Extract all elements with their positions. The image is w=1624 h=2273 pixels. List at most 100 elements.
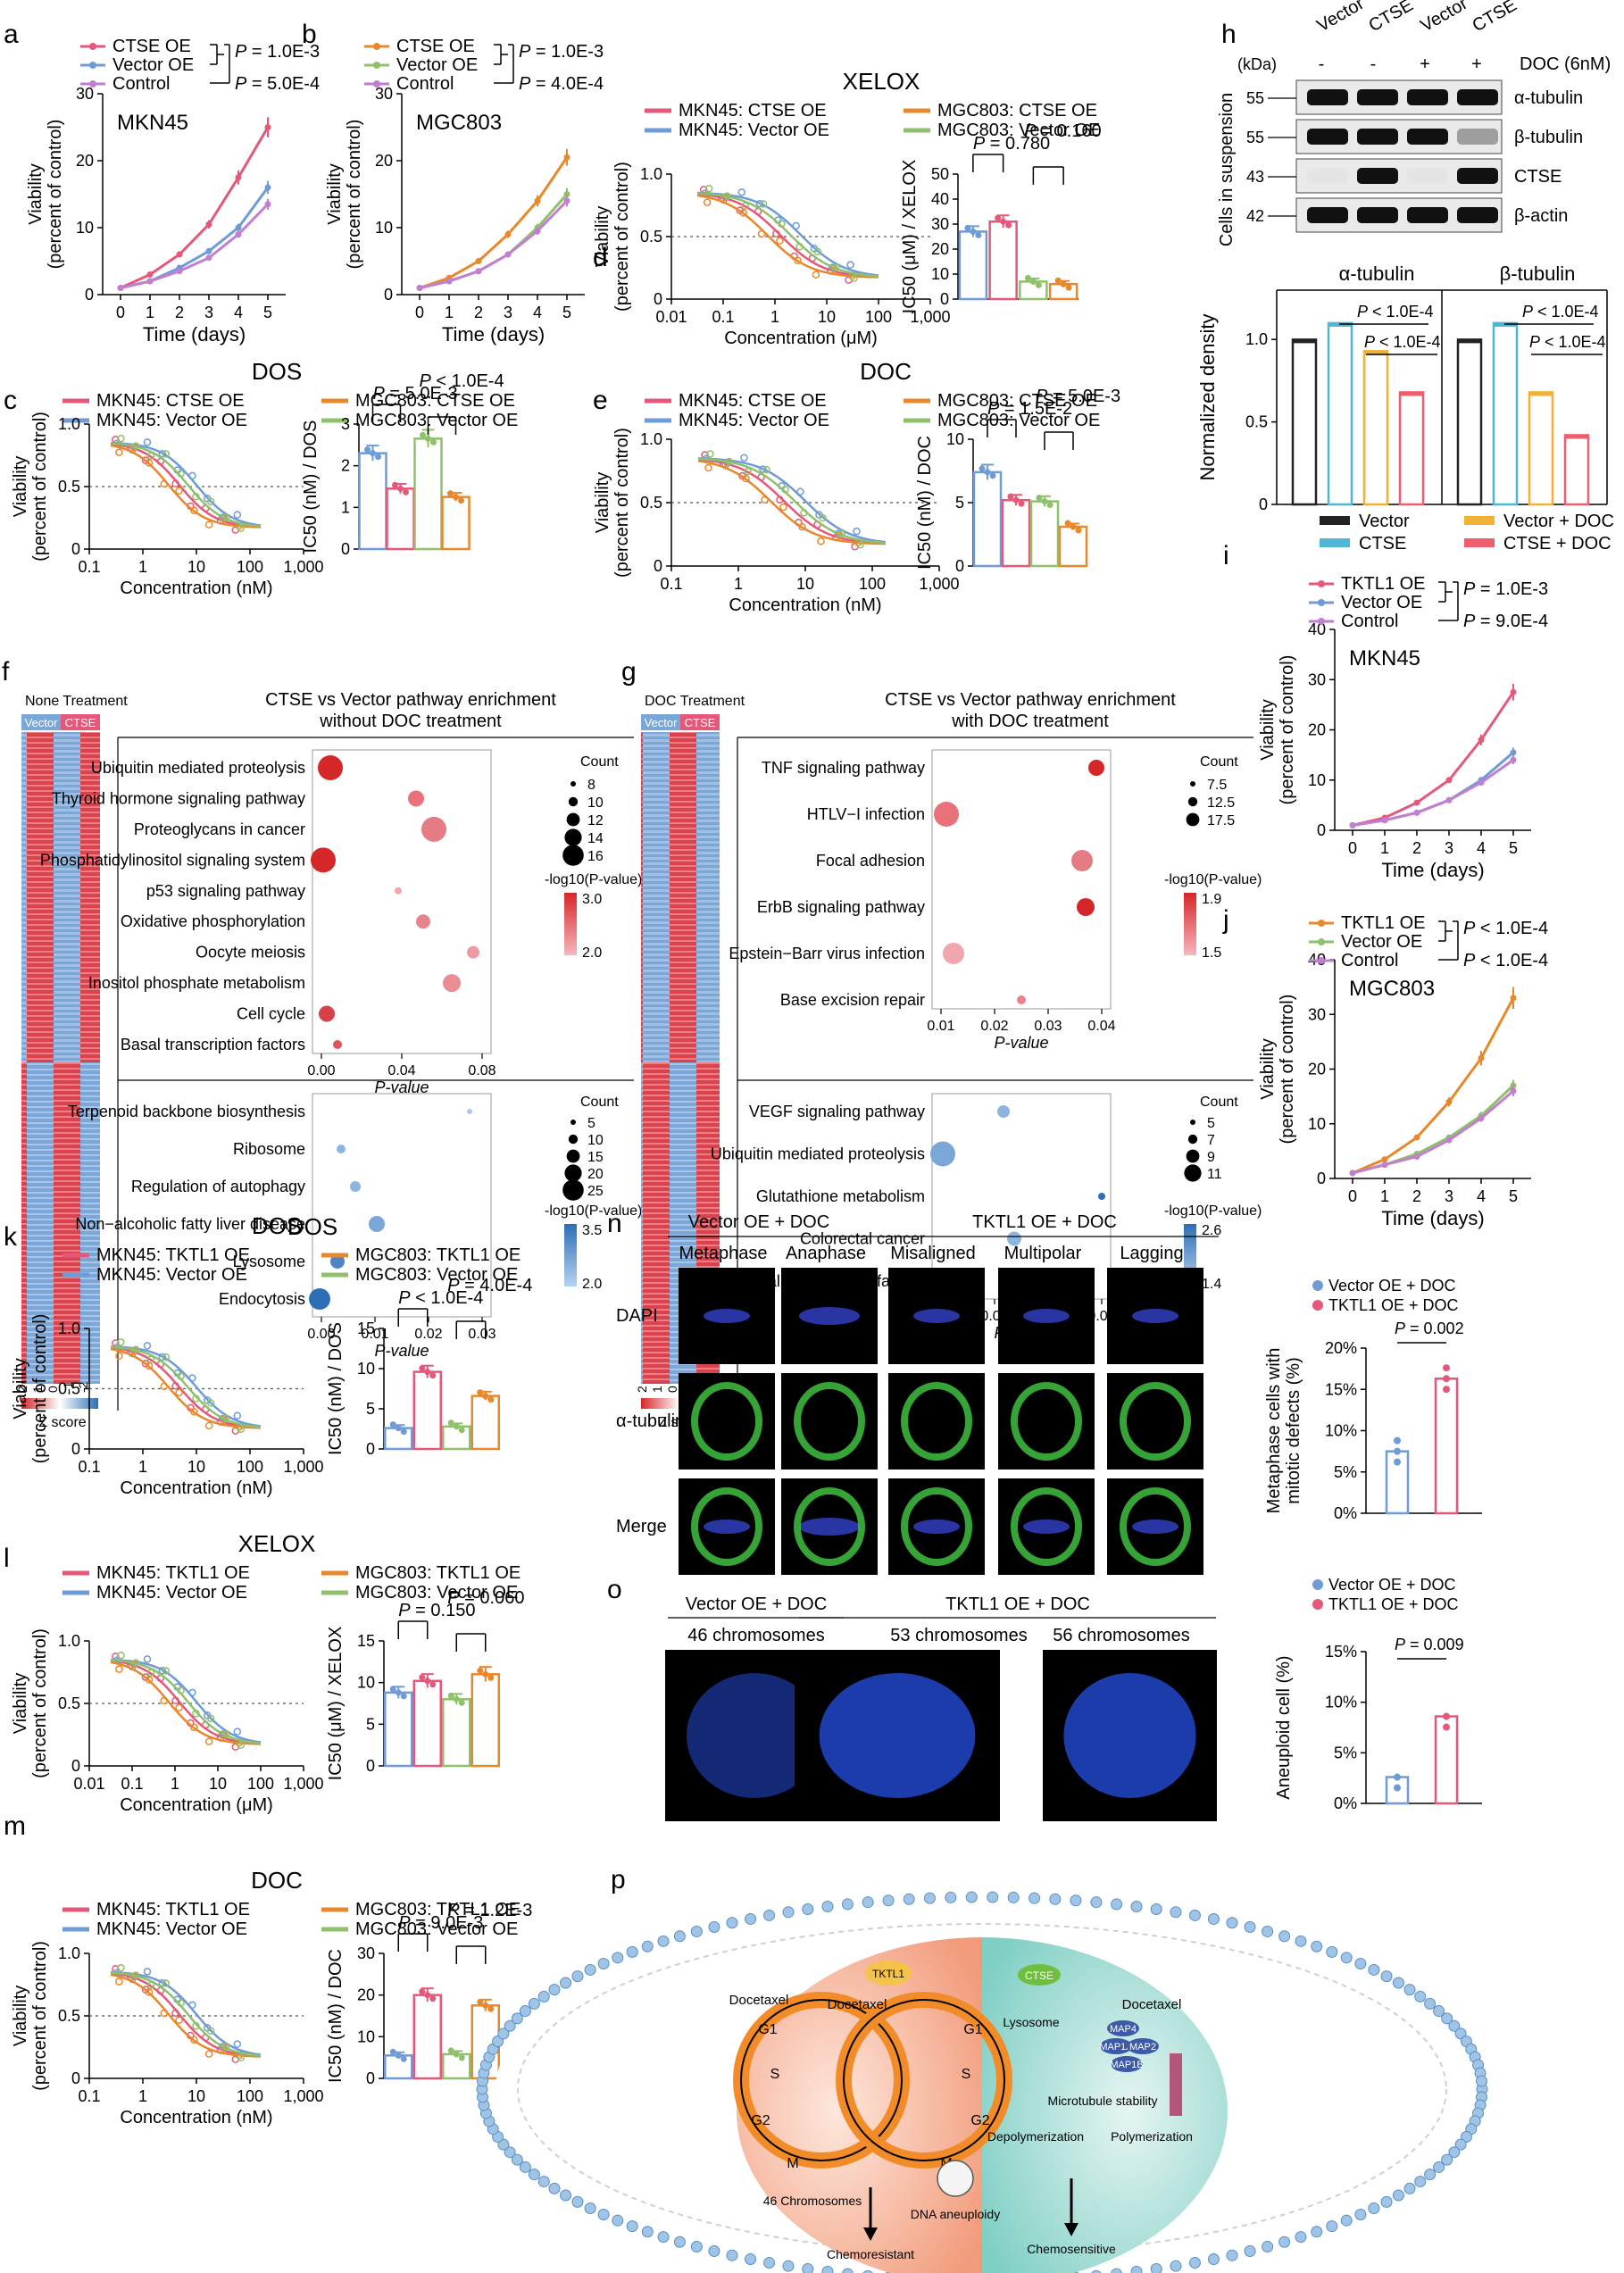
chart-title: MGC803 [1349, 977, 1435, 1001]
tubulin-signal [1011, 1382, 1082, 1461]
y-tick-label: 0 [384, 286, 393, 304]
membrane-bead [1448, 2019, 1461, 2032]
membrane-bead [673, 2236, 686, 2248]
replicate-dot [487, 2005, 495, 2012]
arrow-head [1064, 2223, 1079, 2236]
replicate-dot [453, 1423, 460, 1430]
membrane-bead [626, 2220, 638, 2233]
y-tick-label: 0 [71, 540, 80, 558]
x-axis-label: Time (days) [1381, 1207, 1484, 1229]
membrane-bead [504, 2019, 516, 2032]
p-value-label: P = 0.780 [973, 134, 1050, 154]
x-tick-label: 1 [445, 304, 454, 321]
data-point [706, 450, 714, 458]
data-point [115, 448, 123, 456]
count-legend-title: Count [1200, 1095, 1238, 1110]
y-tick-label: 0 [71, 2069, 80, 2087]
data-point [237, 2053, 246, 2061]
chart-title: XELOX [238, 1530, 316, 1557]
y-tick-label: 30 [76, 85, 94, 103]
replicate-dot [1035, 281, 1042, 288]
membrane-bead [548, 1984, 561, 1996]
multiline-label: Viability (percent of control) [11, 412, 50, 562]
data-point [188, 1688, 196, 1697]
bar-cap [1565, 435, 1588, 439]
bar [958, 230, 988, 301]
membrane-bead [571, 1970, 584, 1983]
column-label: Lagging [1120, 1244, 1183, 1263]
count-legend-label: 20 [587, 1167, 604, 1182]
data-point [204, 1421, 213, 1430]
y-tick-label: 2 [341, 457, 350, 475]
data-point [160, 2009, 169, 2018]
x-tick-label: 2 [175, 304, 184, 321]
series-line [1352, 997, 1515, 1175]
count-legend-label: 5 [1207, 1116, 1215, 1131]
blot-band [1357, 129, 1398, 145]
ctse-node [1018, 1964, 1061, 1986]
axes: 0 0.5 1.0 0.1 1 10 100 1,000 [58, 1944, 324, 2105]
heatmap-col-label: CTSE [65, 716, 96, 729]
panel-letter: p [611, 1865, 626, 1894]
ic50-bar-axes: 0 5 10 15 [357, 1632, 500, 1775]
y-tick-label: 0.5 [58, 2007, 80, 2025]
blot-band [1307, 129, 1348, 145]
y-tick-label: 0 [341, 540, 350, 558]
data-point [475, 268, 482, 275]
y-tick-label: 1.0 [640, 165, 662, 183]
data-point [171, 2009, 179, 2017]
data-point [1413, 1153, 1420, 1160]
replicate-dot [487, 1396, 495, 1403]
multiline-label: Viability (percent of control) [11, 1314, 50, 1464]
pathway-term: Epstein−Barr virus infection [729, 945, 925, 962]
heatmap-header-vector [641, 714, 680, 730]
column-label: Metaphase [679, 1244, 768, 1263]
axis-label: (percent of control) [30, 412, 50, 562]
dapi-signal [704, 1519, 750, 1534]
replicate-dot [482, 1670, 489, 1678]
kda-mark: 55 [1246, 129, 1264, 146]
fit-curve [110, 443, 262, 529]
color-legend-tick: 3.0 [582, 892, 602, 907]
panel-letter: m [4, 1811, 26, 1841]
x-tick-label: 0.00 [307, 1327, 335, 1342]
legend-label: MKN45: TKTL1 OE [96, 1245, 250, 1265]
x-tick-label: 10 [187, 2087, 205, 2105]
count-legend-dot [1184, 1164, 1202, 1182]
pathway-term: Non−alcoholic fatty liver disease [75, 1215, 305, 1233]
p-value-label: P < 1.0E-4 [1357, 303, 1434, 321]
y-tick-label: 10 [357, 2027, 375, 2045]
schematic-label: TKTL1 [872, 1968, 904, 1980]
y-tick-label: 5 [366, 1400, 375, 1418]
x-tick-label: 10 [796, 575, 814, 593]
x-axis-label: Concentration (nM) [120, 2108, 272, 2127]
replicate-dot [400, 1428, 407, 1436]
membrane-bead [1007, 1891, 1020, 1903]
y-tick-label: 0 [1259, 495, 1268, 513]
membrane-bead [504, 2146, 516, 2159]
chart-title: MKN45 [1349, 646, 1420, 670]
y-tick-label: 10 [375, 219, 393, 237]
series-line [419, 193, 569, 289]
replicate-dot [447, 1420, 454, 1427]
data-point [762, 465, 770, 474]
y-tick-label: 0 [955, 557, 964, 575]
lane-label: Vector [1418, 0, 1471, 36]
column-label: Anaphase [786, 1244, 866, 1263]
membrane-bead [597, 1958, 610, 1970]
pathway-term: Glutathione metabolism [756, 1187, 925, 1205]
cell-cycle-phase: M [787, 2156, 798, 2171]
ic50-bar-axes: 0 10 20 30 40 50 [931, 165, 1079, 308]
data-point [115, 1352, 123, 1361]
legend-marker [1318, 938, 1325, 945]
membrane-bead [1295, 2231, 1307, 2244]
y-tick-label: 0 [940, 290, 949, 308]
data-point [704, 463, 712, 472]
schematic-label: MAP2 [1129, 2042, 1156, 2052]
pathway-term: Inositol phosphate metabolism [88, 974, 305, 992]
legend-label: Vector OE [1341, 593, 1422, 612]
bar [1528, 391, 1554, 506]
data-point [192, 1395, 200, 1403]
chromosome-cluster [1063, 1673, 1196, 1798]
fit-curve [697, 457, 887, 545]
